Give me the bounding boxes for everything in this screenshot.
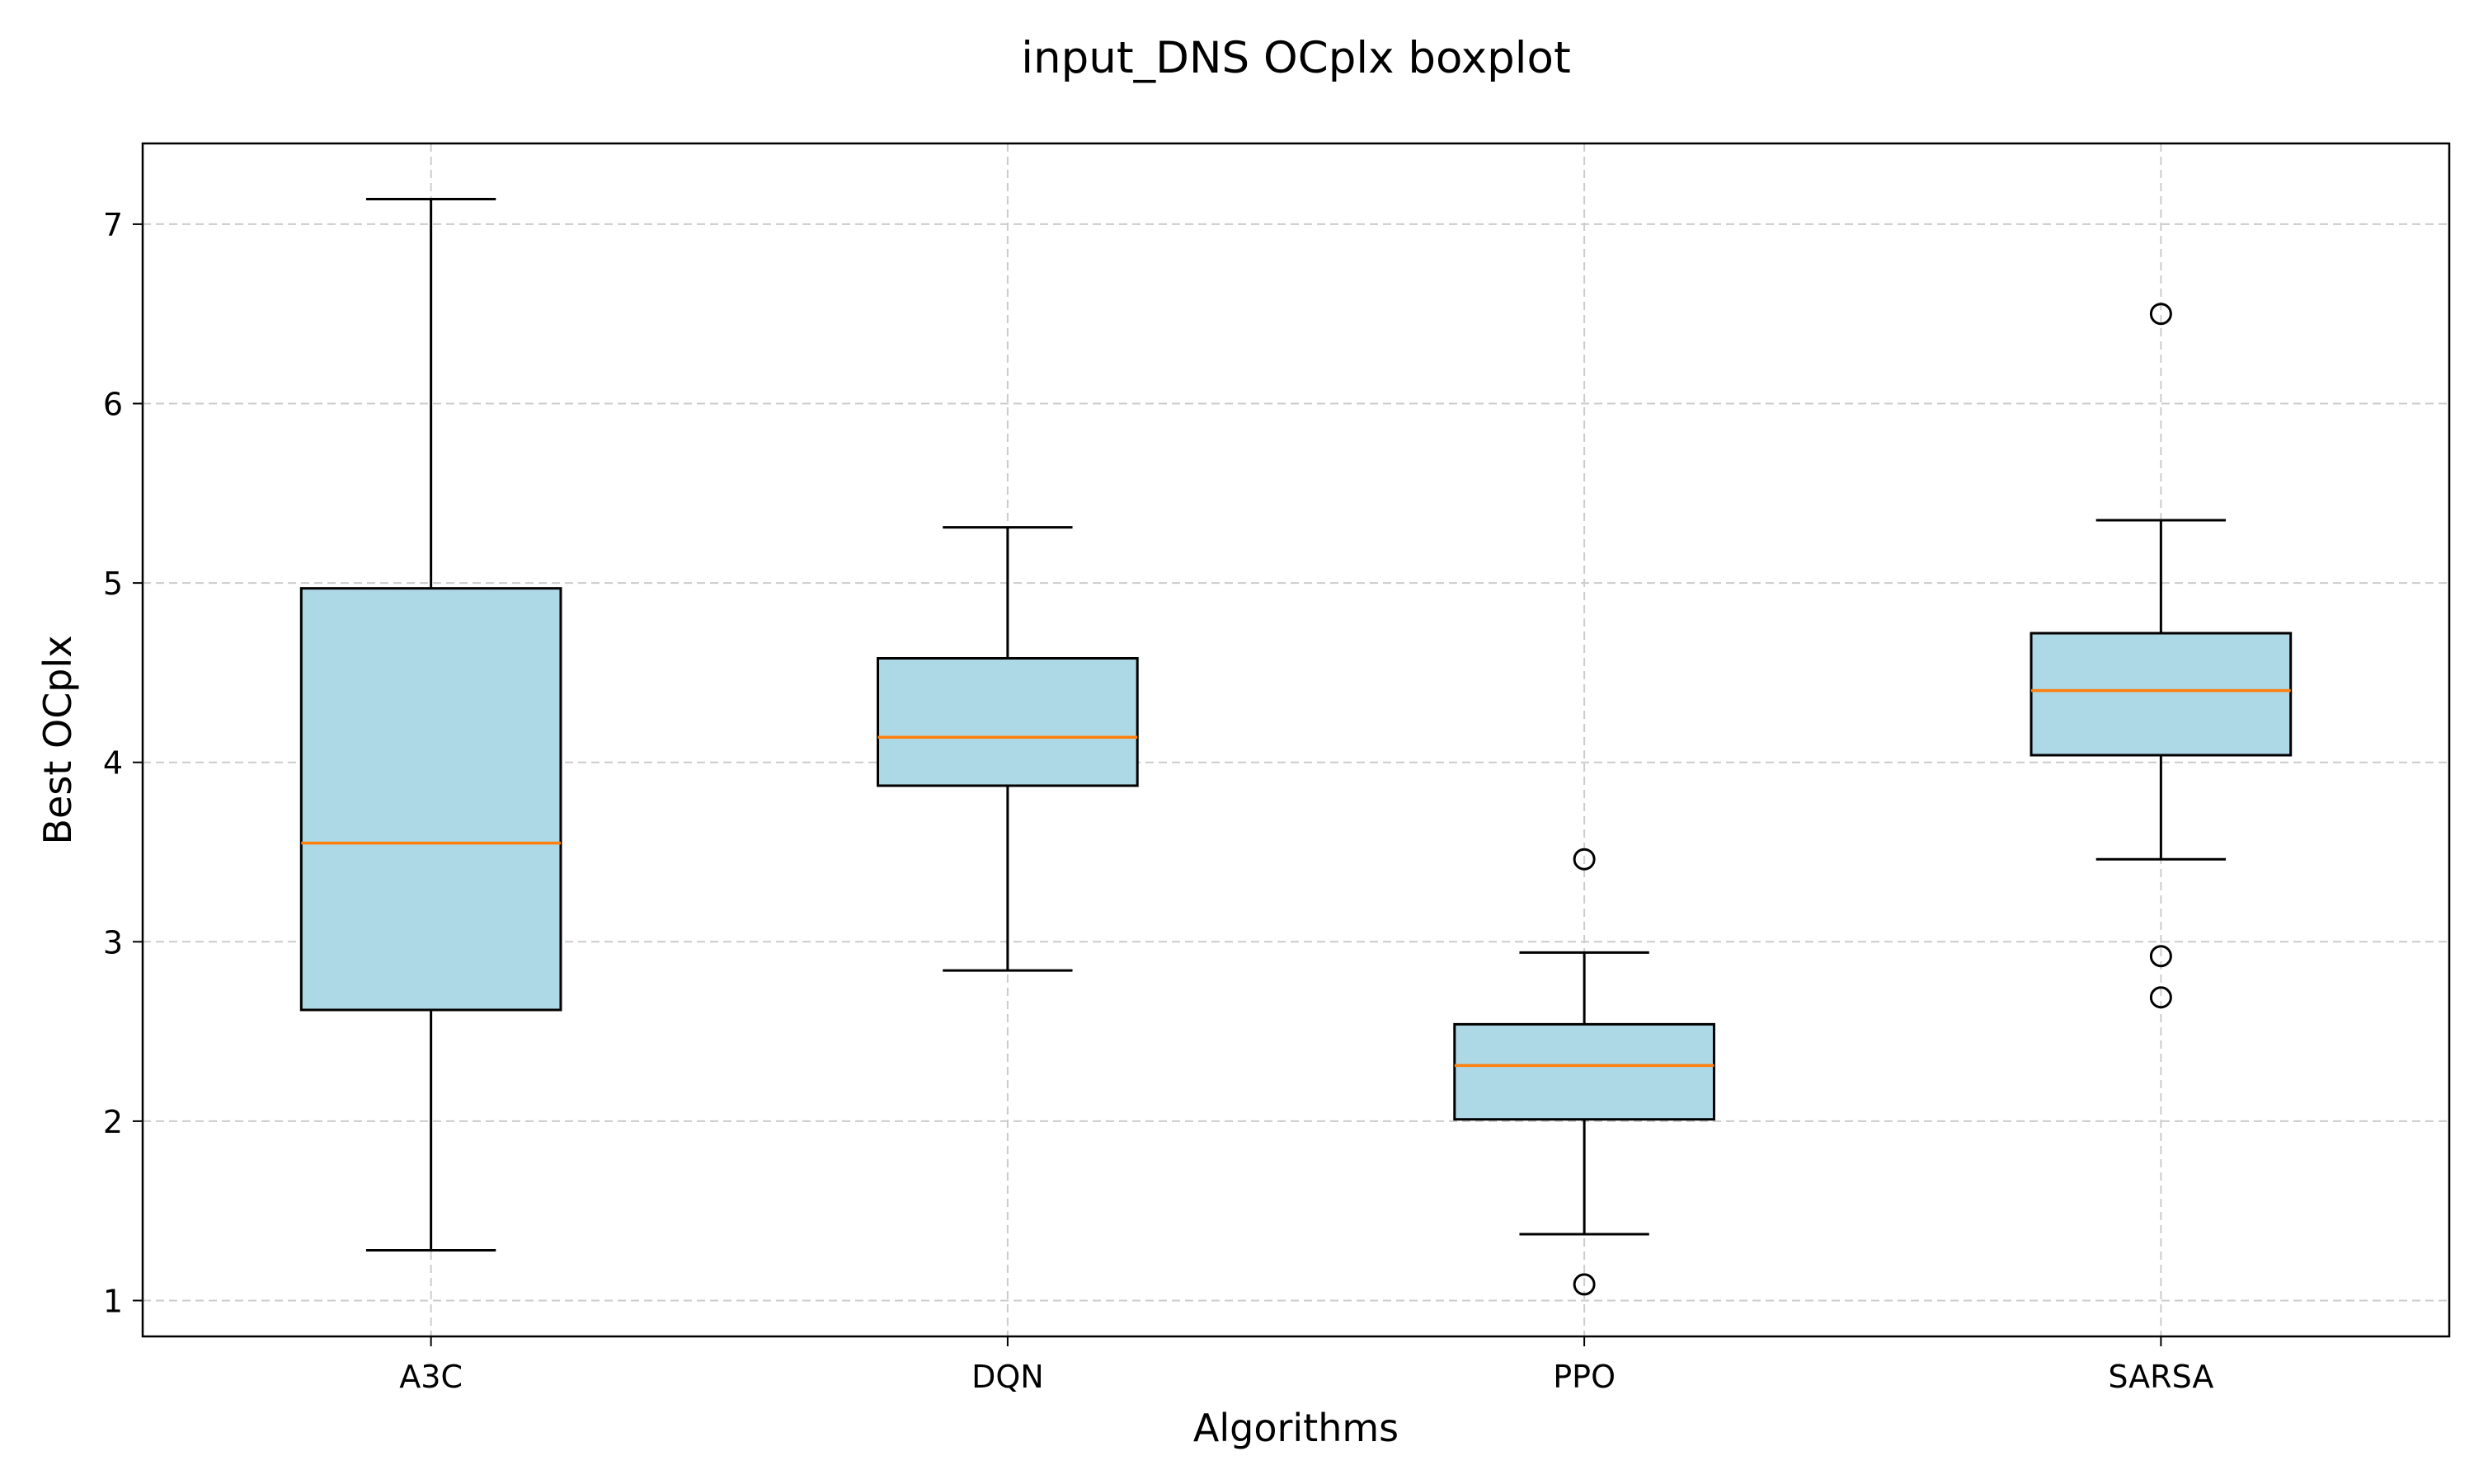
box-layer — [299, 197, 2293, 1296]
x-tick-label-dqn: DQN — [971, 1359, 1044, 1395]
outlier-point — [1573, 848, 1596, 871]
y-tick-label: 2 — [103, 1104, 123, 1140]
box-sarsa — [2030, 303, 2293, 1009]
x-tick-label-ppo: PPO — [1553, 1359, 1616, 1395]
chart-title: input_DNS OCplx boxplot — [1021, 33, 1570, 83]
box-iqr — [299, 587, 562, 1012]
outlier-point — [1573, 1273, 1596, 1296]
y-tick-label: 4 — [103, 745, 123, 782]
box-ppo — [1453, 848, 1715, 1296]
box-iqr — [2030, 632, 2293, 757]
outlier-point — [2149, 945, 2172, 968]
plot-frame — [141, 142, 2451, 1338]
box-iqr — [877, 656, 1139, 787]
y-tick-label: 5 — [103, 566, 123, 602]
y-tick-label: 6 — [103, 387, 123, 423]
outlier-point — [2149, 986, 2172, 1009]
outlier-point — [2149, 303, 2172, 326]
y-axis-label: Best OCplx — [35, 635, 80, 844]
x-tick-label-a3c: A3C — [399, 1359, 463, 1395]
y-tick-label: 3 — [103, 924, 123, 960]
tick-layer: 1 2 3 4 5 6 7 A3C DQN PPO SARSA — [103, 207, 2214, 1395]
x-axis-label: Algorithms — [1193, 1406, 1399, 1450]
box-iqr — [1453, 1022, 1715, 1121]
y-tick-label: 7 — [103, 207, 123, 243]
box-a3c — [299, 197, 562, 1252]
box-dqn — [877, 526, 1139, 972]
y-tick-label: 1 — [103, 1283, 123, 1319]
x-tick-label-sarsa: SARSA — [2108, 1359, 2213, 1395]
